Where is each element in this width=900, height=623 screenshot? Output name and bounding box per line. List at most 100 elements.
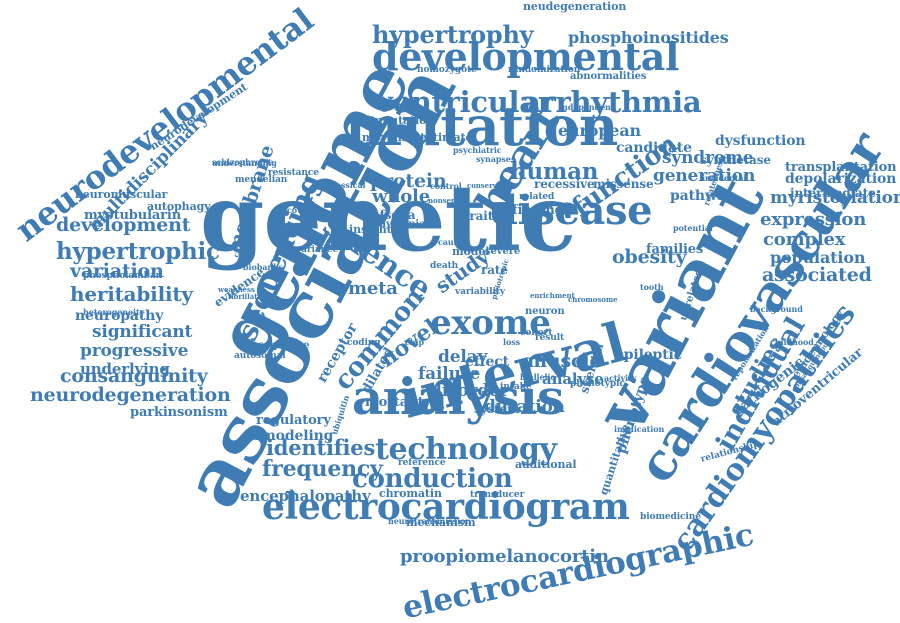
word-weakness: weakness: [218, 285, 255, 295]
word-potential: potential: [673, 223, 713, 234]
word-nonsense: nonsense: [428, 196, 465, 206]
word-generation: generation: [653, 165, 756, 186]
word-proopiomelanocortin: proopiomelanocortin: [400, 545, 609, 567]
word-control: control: [430, 181, 462, 192]
word-implication: implication: [614, 424, 665, 435]
word-failure: failure: [418, 363, 481, 384]
word-phospholamban: phospholamban: [83, 271, 163, 282]
word-psychiatric: psychiatric: [453, 145, 502, 156]
word-intake: intake: [500, 382, 532, 393]
word-transplantation: transplantation: [785, 159, 897, 175]
word-randomization: randomization: [508, 65, 581, 76]
word-neurodegeneration: neurodegeneration: [30, 383, 231, 406]
word-enrichment: enrichment: [530, 291, 575, 301]
word-chromatin: chromatin: [379, 486, 442, 500]
word-model: model: [452, 244, 490, 258]
word-death: death: [430, 261, 459, 272]
word-progressive: progressive: [80, 340, 189, 361]
word-variability: variability: [455, 287, 505, 298]
word-imputation: imputation: [367, 113, 435, 127]
word-activity: activity: [604, 373, 637, 384]
word-parkinsonism: parkinsonism: [130, 404, 228, 420]
word-identifies: identifies: [266, 435, 376, 461]
word-additional: additional: [515, 457, 577, 471]
word-conduction: conduction: [352, 463, 513, 494]
word-consanguinity: consanguinity: [60, 364, 208, 387]
word-whole: whole: [372, 185, 430, 207]
word-frequency: frequency: [262, 456, 383, 483]
word-development: development: [56, 213, 191, 236]
word-coding: coding: [347, 338, 381, 349]
word-heritability: heritability: [70, 282, 193, 306]
word-variance: variance: [296, 245, 339, 256]
word-encephalopathy: encephalopathy: [240, 487, 371, 506]
word-pathway: pathway: [670, 188, 734, 205]
word-disorder: disorder: [430, 380, 509, 401]
word-movement: movement: [362, 130, 426, 144]
word-recessive: recessive: [534, 176, 595, 191]
word-background: background: [750, 304, 803, 315]
word-ventricular: ventricular: [376, 85, 553, 120]
word-result: result: [535, 333, 565, 344]
word-electrocardiogram: electrocardiogram: [262, 486, 630, 529]
word-system: system: [474, 401, 520, 416]
word-estimate: estimate: [420, 130, 473, 144]
word-homozygote: homozygote: [417, 65, 477, 76]
word-myristoylation: myristoylation: [770, 187, 900, 208]
word-incidental: incidental: [702, 173, 747, 184]
word-technology: technology: [375, 431, 557, 467]
word-rate: rate: [481, 262, 508, 277]
word-neudegeneration: neudegeneration: [523, 0, 627, 13]
word-regulatory: regulatory: [256, 412, 331, 428]
word-independent: independent: [559, 102, 615, 113]
word-syndrome: syndrome: [662, 147, 754, 168]
word-mendelian: mendelian: [235, 175, 288, 186]
word-ubiquitin: ubiquitin: [329, 394, 352, 436]
word-dysfunction: dysfunction: [715, 133, 806, 150]
word-synthetase: synthetase: [700, 152, 771, 167]
word-arrhythmia: arrhythmia: [522, 85, 702, 120]
word-hypertrophic: hypertrophic: [56, 238, 220, 266]
word-hypertrophy: hypertrophy: [372, 19, 534, 49]
word-finding: finding: [512, 202, 564, 218]
word-tooth: tooth: [640, 282, 664, 293]
word-epileptic: epileptic: [615, 347, 683, 364]
word-mutation: mutation: [345, 94, 618, 159]
word-complex: complex: [763, 228, 846, 250]
word-neurotransmission: neurotransmission: [388, 516, 472, 527]
word-schizophrenia: schizophrenia: [212, 157, 274, 168]
word-fibrillation: fibrillation: [228, 292, 270, 302]
word-discovery: discovery: [274, 205, 316, 216]
word-developmental: developmental: [372, 33, 680, 79]
word-mechanism: mechanism: [406, 515, 476, 529]
word-chip: chip: [405, 337, 425, 348]
word-associated: associated: [762, 263, 872, 286]
word-human: human: [510, 158, 599, 186]
word-autophagy: autophagy: [147, 199, 211, 213]
word-resistance: resistance: [268, 168, 319, 179]
word-phosphoinositides: phosphoinositides: [568, 28, 729, 48]
word-dystonia: dystonia: [379, 218, 426, 230]
word-disease: disease: [490, 187, 653, 234]
word-loss: loss: [503, 337, 521, 348]
word-significant: significant: [92, 321, 193, 342]
word-muscle: muscle: [527, 349, 602, 372]
word-abnormalities: abnormalities: [570, 70, 647, 82]
word-intermediate: intermediate: [790, 185, 876, 200]
word-missense: missense: [593, 176, 654, 191]
word-myotubularin: myotubularin: [84, 207, 182, 223]
word-biomedicine: biomedicine: [640, 512, 701, 523]
word-analyse: analyse: [542, 370, 604, 389]
word-neuron: neuron: [525, 305, 565, 317]
word-insight: insight: [349, 222, 392, 236]
word-variation: variation: [70, 259, 164, 282]
word-understanding: understanding: [212, 158, 277, 169]
word-trait: trait: [464, 208, 494, 223]
word-neuropathy: neuropathy: [75, 308, 164, 325]
word-transducer: transducer: [470, 490, 525, 501]
word-remodeling: remodeling: [245, 428, 334, 445]
word-neuromuscular: neuromuscular: [75, 187, 168, 201]
word-expression: expression: [760, 208, 867, 230]
word-exome: exome: [430, 303, 551, 344]
